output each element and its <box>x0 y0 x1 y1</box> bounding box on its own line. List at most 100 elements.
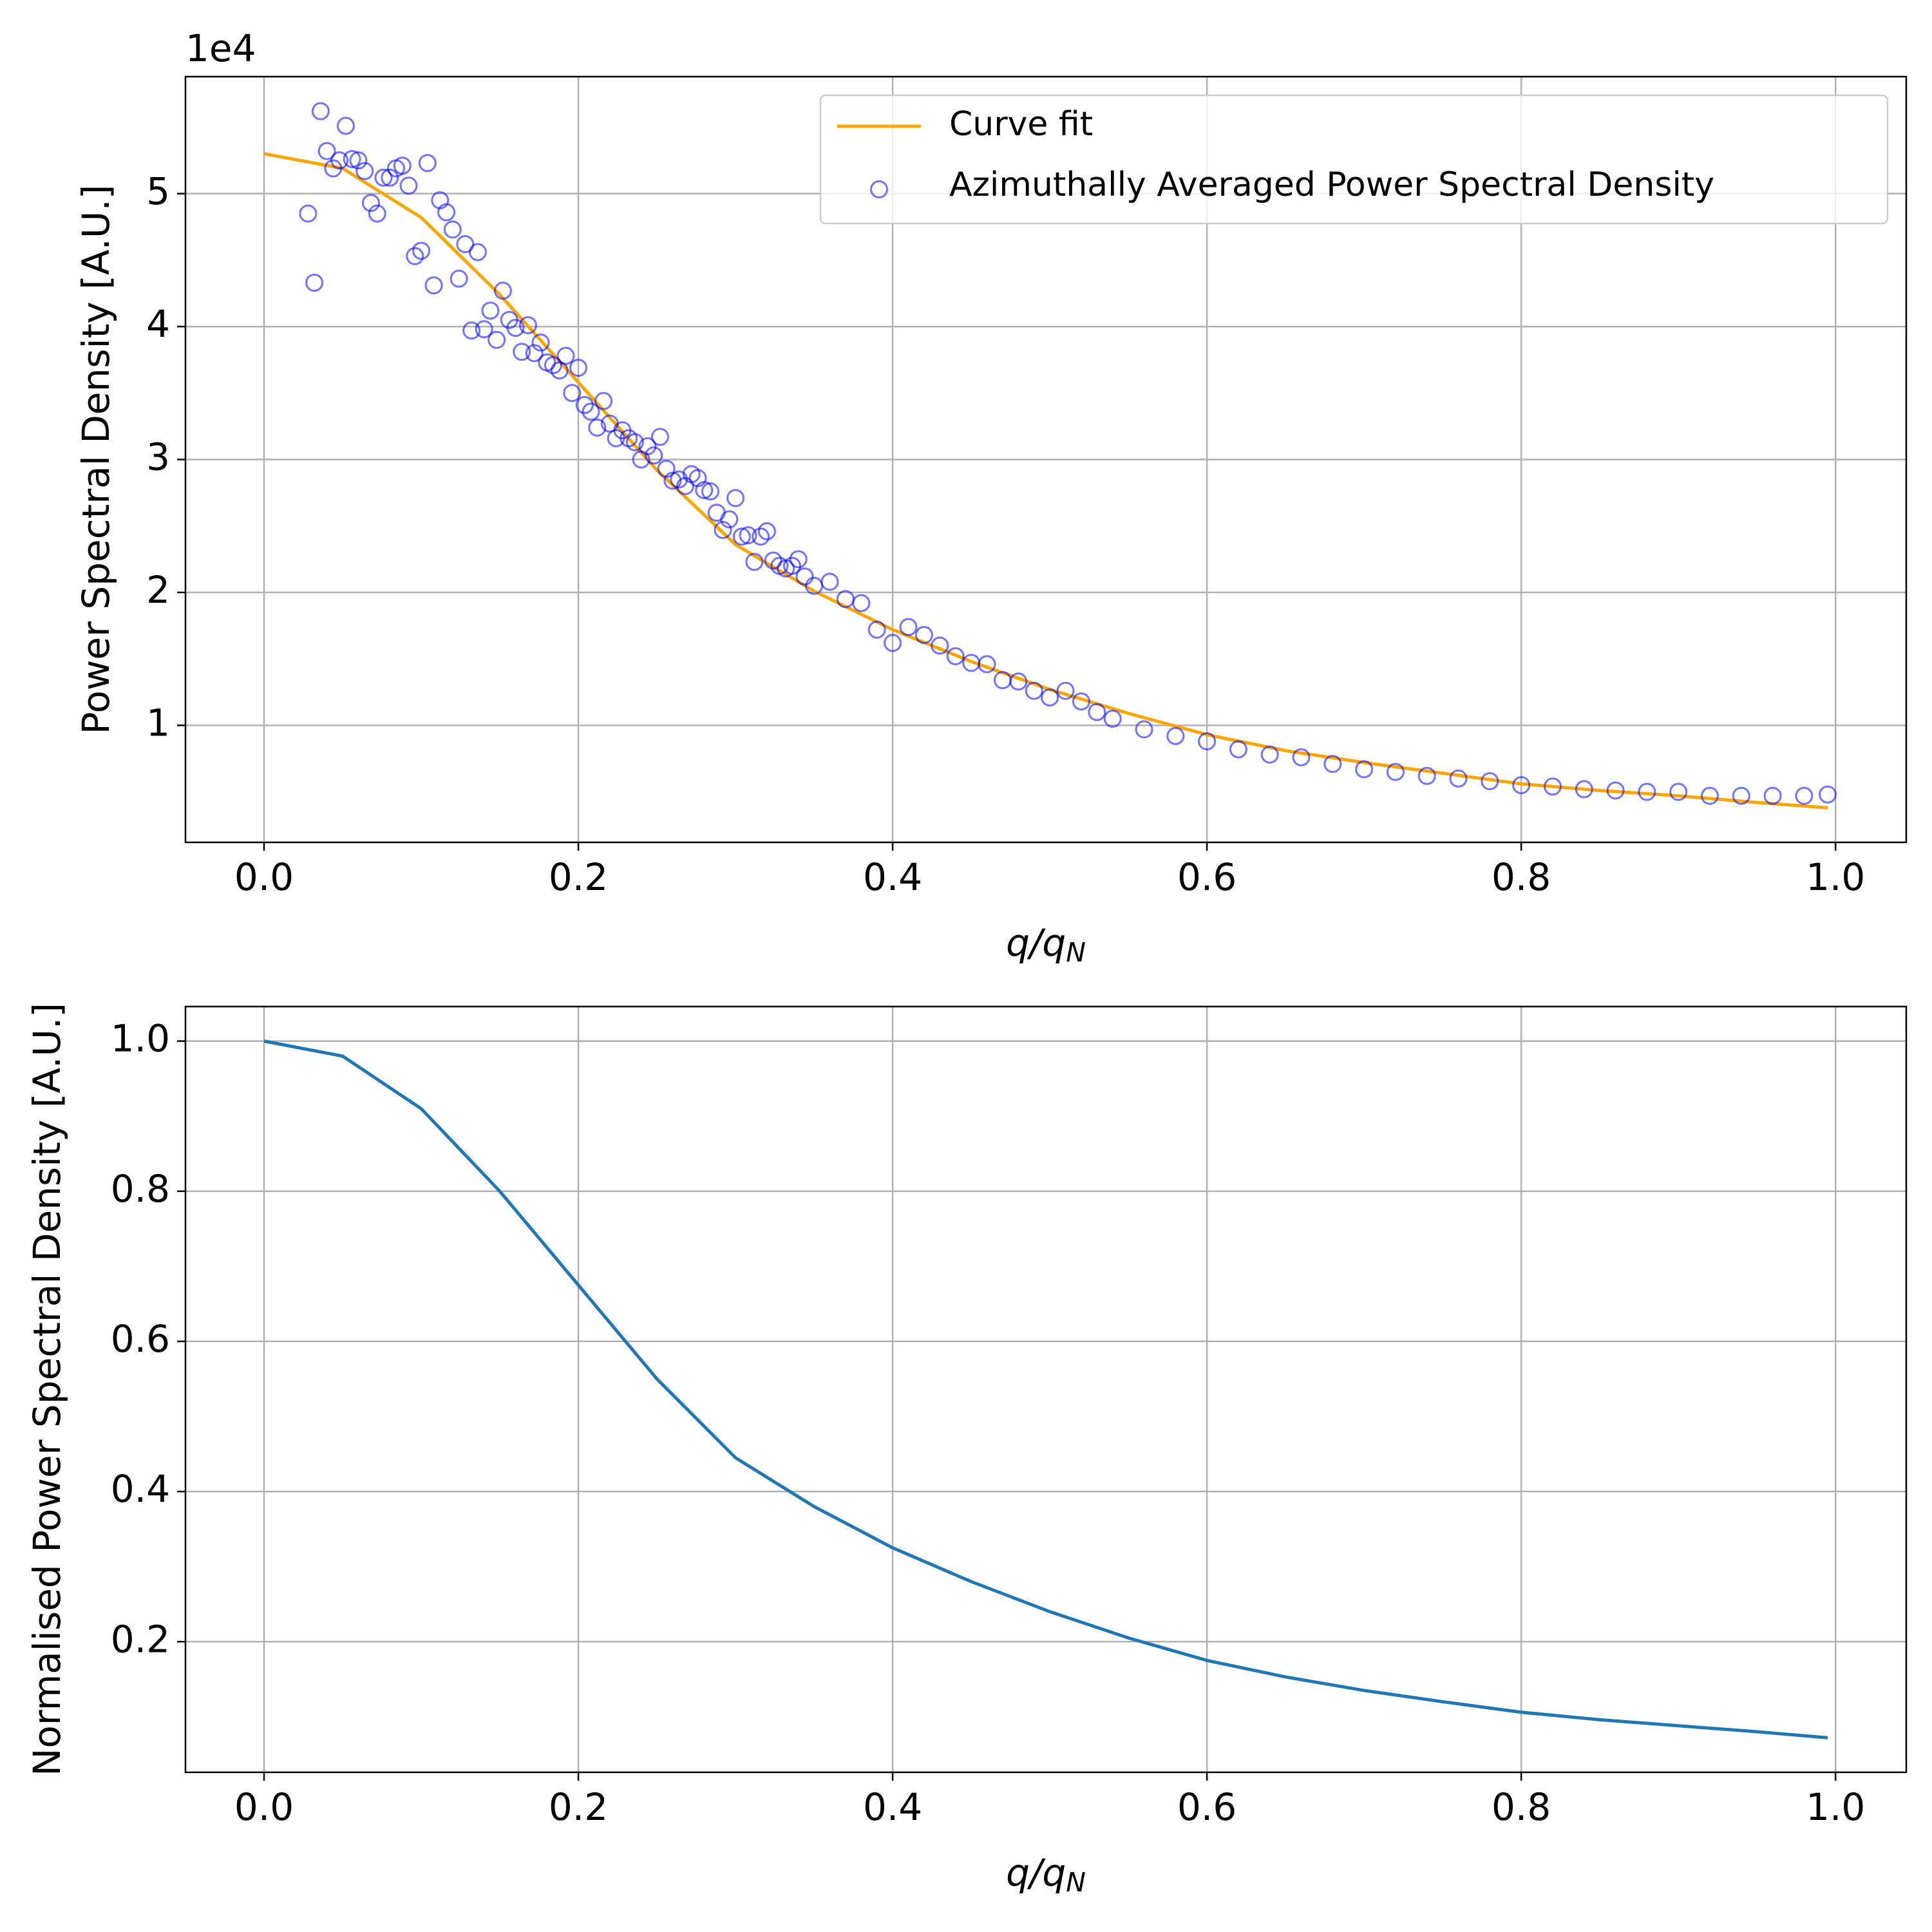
y-tick-label: 0.4 <box>111 1467 170 1511</box>
scatter-point <box>462 321 481 340</box>
legend-marker <box>870 180 888 198</box>
offset-text: 1e4 <box>185 26 256 70</box>
y-tick-label: 1.0 <box>111 1017 170 1061</box>
scatter-point <box>752 527 770 546</box>
scatter-point <box>374 168 393 187</box>
y-tick-label: 4 <box>146 302 170 346</box>
x-axis-label-main: q/q <box>1006 1851 1066 1895</box>
scatter-point <box>1386 762 1405 781</box>
scatter-point <box>531 333 550 352</box>
scatter-point <box>1449 769 1468 788</box>
y-tick-label: 0.6 <box>111 1317 170 1361</box>
scatter-point <box>575 395 594 414</box>
legend-label: Azimuthally Averaged Power Spectral Dens… <box>949 166 1714 204</box>
y-axis-label: Power Spectral Density [A.U.] <box>74 185 118 735</box>
scatter-point <box>1606 781 1625 800</box>
scatter-point <box>518 316 537 335</box>
scatter-point <box>1417 766 1436 785</box>
y-tick-label: 2 <box>146 568 170 612</box>
scatter-point <box>1041 688 1059 706</box>
scatter-point <box>343 149 361 168</box>
y-tick-label: 1 <box>146 701 170 744</box>
legend-box <box>819 94 1889 225</box>
scatter-point <box>1103 710 1122 728</box>
scatter-point <box>701 482 720 501</box>
line <box>263 1039 1828 1739</box>
line <box>263 152 1828 810</box>
scatter-point <box>450 269 468 288</box>
scatter-point <box>695 480 714 499</box>
subplot: 0.0 0.2 0.4 0.6 0.8 1.0 0.2 0.4 0.6 0.8 1.0 Normali… <box>25 1003 1908 1898</box>
scatter-point <box>437 203 456 222</box>
scatter-point <box>739 526 757 545</box>
scatter-point <box>663 471 682 490</box>
scatter-point <box>946 647 965 666</box>
scatter-point <box>393 156 412 175</box>
scatter-point <box>1088 703 1106 721</box>
scatter-point <box>330 151 349 170</box>
y-tick-label: 3 <box>146 435 170 479</box>
scatter-point <box>544 355 563 374</box>
scatter-point <box>481 301 500 320</box>
scatter-point <box>820 573 839 591</box>
scatter-point <box>299 204 317 223</box>
scatter-point <box>493 281 512 300</box>
scatter-point <box>443 220 462 239</box>
x-tick-label: 0.8 <box>1492 1785 1551 1829</box>
scatter-point <box>720 510 739 529</box>
scatter-point <box>1166 726 1185 745</box>
scatter-point <box>782 556 801 575</box>
x-tick-label: 0.0 <box>234 855 294 899</box>
scatter-point <box>1543 777 1562 796</box>
x-tick-label: 0.4 <box>863 855 922 899</box>
scatter-point <box>899 618 918 636</box>
scatter-point <box>305 273 324 292</box>
scatter-point <box>836 590 855 609</box>
scatter-point <box>732 527 751 546</box>
y-tick-label: 0.8 <box>111 1167 170 1211</box>
scatter-point <box>355 162 374 180</box>
x-tick-label: 0.2 <box>549 1785 608 1829</box>
scatter-point <box>468 243 487 261</box>
scatter-point <box>381 168 399 187</box>
x-axis-label: q/qN <box>1006 1851 1086 1898</box>
x-tick-label: 0.6 <box>1177 1785 1236 1829</box>
scatter-point <box>931 636 949 655</box>
scatter-point <box>488 330 506 349</box>
scatter-point <box>412 242 431 260</box>
scatter-point <box>993 671 1012 690</box>
scatter-point <box>563 384 582 402</box>
scatter-point <box>1818 785 1837 804</box>
scatter-point <box>884 634 902 652</box>
scatter-point <box>1229 740 1247 759</box>
scatter-point <box>670 470 688 489</box>
scatter-point <box>867 620 886 639</box>
scatter-point <box>317 142 336 160</box>
scatter-point <box>418 154 437 173</box>
scatter-point <box>588 418 607 437</box>
scatter-point <box>406 247 424 265</box>
scatter-point <box>1355 760 1374 779</box>
axes-frame <box>184 75 1908 844</box>
scatter-point <box>1732 786 1750 805</box>
scatter-point <box>456 235 475 254</box>
scatter-point <box>714 520 732 539</box>
scatter-point <box>475 320 493 339</box>
scatter-point <box>852 594 871 612</box>
scatter-point <box>1056 681 1075 700</box>
x-axis-label: q/qN <box>1006 921 1086 968</box>
x-tick-label: 0.8 <box>1492 855 1551 899</box>
x-tick-label: 0.2 <box>549 855 608 899</box>
x-axis-label-subscript: N <box>1066 937 1086 968</box>
scatter-point <box>978 655 996 674</box>
scatter-point <box>1260 745 1279 764</box>
scatter-point <box>513 343 531 361</box>
scatter-point <box>1292 748 1311 766</box>
scatter-point <box>525 344 544 363</box>
x-tick-label: 0.4 <box>863 1785 922 1829</box>
scatter-point <box>1795 786 1814 805</box>
scatter-point <box>1009 672 1028 691</box>
y-tick-label: 5 <box>146 169 170 213</box>
scatter-point <box>1700 786 1719 805</box>
